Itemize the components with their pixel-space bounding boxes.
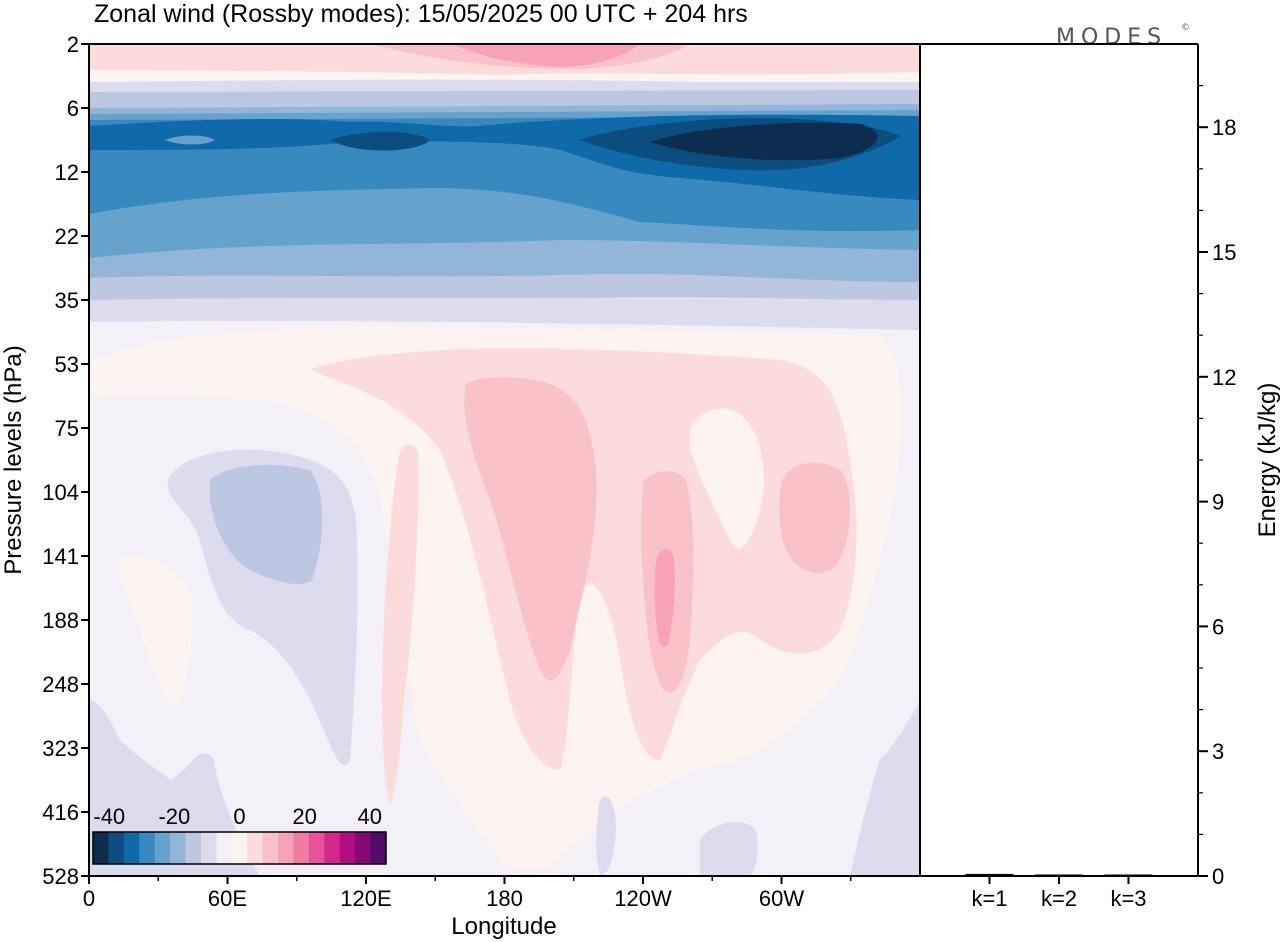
colorbar-swatch bbox=[339, 832, 356, 864]
y-axis-ticks: 2 6 12 22 35 53 75 104 141 188 248 323 416 528 bbox=[42, 32, 89, 889]
energy-bar bbox=[965, 873, 1014, 876]
bar-category-label: k=1 bbox=[971, 886, 1007, 911]
x-axis-label: Longitude bbox=[451, 913, 556, 940]
modes-logo: MODES bbox=[1056, 25, 1167, 50]
bar-category-label: k=2 bbox=[1041, 886, 1077, 911]
energy-tick-label: 15 bbox=[1212, 240, 1236, 265]
contour-westerly-narrow-120E bbox=[382, 444, 419, 804]
colorbar-swatch bbox=[247, 832, 264, 864]
energy-bar bbox=[1104, 874, 1153, 876]
x-tick-label: 180 bbox=[486, 886, 523, 911]
colorbar-swatch bbox=[108, 832, 125, 864]
y-tick-label: 53 bbox=[55, 352, 79, 377]
y-axis-label: Pressure levels (hPa) bbox=[0, 345, 27, 574]
x-tick-label: 0 bbox=[83, 886, 95, 911]
y-tick-label: 528 bbox=[42, 864, 79, 889]
energy-axis-ticks: 0 3 6 9 12 15 18 bbox=[1198, 84, 1236, 889]
colorbar-tick-label: 40 bbox=[357, 804, 381, 829]
x-tick-label: 120W bbox=[614, 886, 672, 911]
x-tick-label: 60W bbox=[759, 886, 804, 911]
y-tick-label: 188 bbox=[42, 608, 79, 633]
contour-jet-core-1 bbox=[330, 131, 430, 151]
colorbar-tick-label: 20 bbox=[292, 804, 316, 829]
contour-weak-westerly-100W bbox=[690, 408, 764, 549]
contour-easterly-bottom-right bbox=[850, 700, 920, 876]
contour-top-max-2 bbox=[450, 44, 640, 67]
colorbar-swatch bbox=[154, 832, 171, 864]
y-tick-label: 416 bbox=[42, 800, 79, 825]
y-tick-label: 22 bbox=[55, 224, 79, 249]
contour-easterly-bottom-150W bbox=[596, 796, 616, 876]
contour-easterly-bottom-90W bbox=[700, 821, 758, 876]
x-axis-ticks: 0 60E 120E 180 120W 60W bbox=[83, 876, 852, 911]
x-tick-label: 60E bbox=[208, 886, 247, 911]
contour-lower-transition bbox=[89, 297, 920, 330]
y-tick-label: 75 bbox=[55, 416, 79, 441]
colorbar-swatch bbox=[355, 832, 372, 864]
colorbar-swatch bbox=[139, 832, 156, 864]
contour-westerly-max-125W bbox=[654, 549, 675, 647]
contour-weak-westerly-left bbox=[119, 556, 193, 710]
colorbar-swatch bbox=[185, 832, 202, 864]
colorbar-swatch bbox=[324, 832, 341, 864]
colorbar-swatch bbox=[231, 832, 248, 864]
colorbar-swatch bbox=[278, 832, 294, 864]
colorbar-swatch bbox=[370, 832, 387, 864]
y-tick-label: 323 bbox=[42, 736, 79, 761]
energy-tick-label: 3 bbox=[1212, 739, 1224, 764]
colorbar-tick-label: -40 bbox=[93, 804, 125, 829]
y-tick-label: 12 bbox=[55, 160, 79, 185]
colorbar-swatch bbox=[216, 832, 233, 864]
colorbar-frame bbox=[92, 831, 387, 865]
contour-jet-core-3 bbox=[650, 122, 878, 161]
contour-jet-small-feature bbox=[165, 135, 215, 145]
energy-tick-label: 0 bbox=[1212, 864, 1224, 889]
y-tick-label: 35 bbox=[55, 288, 79, 313]
colorbar-swatch bbox=[308, 832, 325, 864]
contour-westerly-strong-180 bbox=[464, 377, 597, 681]
energy-tick-label: 12 bbox=[1212, 365, 1236, 390]
colorbar-swatch bbox=[123, 832, 140, 864]
energy-tick-label: 18 bbox=[1212, 115, 1236, 140]
logo-copyright-mark: © bbox=[1181, 23, 1190, 33]
y-tick-label: 6 bbox=[67, 96, 79, 121]
y-tick-label: 104 bbox=[42, 480, 79, 505]
bar-category-label: k=3 bbox=[1110, 886, 1146, 911]
energy-tick-label: 9 bbox=[1212, 490, 1224, 515]
contour-westerly-strong-70W bbox=[779, 462, 851, 573]
energy-axis-label: Energy (kJ/kg) bbox=[1254, 383, 1280, 538]
chart-title: Zonal wind (Rossby modes): 15/05/2025 00… bbox=[94, 0, 748, 28]
energy-bars: k=1 k=2 k=3 bbox=[965, 873, 1153, 911]
colorbar-swatch bbox=[293, 832, 310, 864]
colorbar: -40 -20 0 20 40 bbox=[92, 804, 387, 865]
colorbar-tick-label: -20 bbox=[158, 804, 190, 829]
colorbar-tick-label: 0 bbox=[233, 804, 245, 829]
colorbar-swatch bbox=[93, 832, 109, 864]
colorbar-swatch bbox=[170, 832, 187, 864]
colorbar-swatch bbox=[200, 832, 217, 864]
y-tick-label: 248 bbox=[42, 672, 79, 697]
x-tick-label: 120E bbox=[340, 886, 391, 911]
y-tick-label: 2 bbox=[67, 32, 79, 57]
y-tick-label: 141 bbox=[42, 544, 79, 569]
energy-bar bbox=[1035, 874, 1083, 876]
colorbar-swatch bbox=[262, 832, 279, 864]
contour-field bbox=[89, 44, 920, 876]
contour-easterly-core-tropo bbox=[210, 464, 323, 585]
energy-tick-label: 6 bbox=[1212, 614, 1224, 639]
